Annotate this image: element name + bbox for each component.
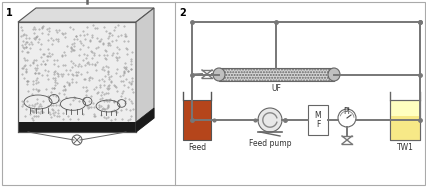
Bar bbox=[389, 116, 419, 140]
Polygon shape bbox=[136, 108, 154, 132]
Text: UF: UF bbox=[271, 84, 281, 93]
Circle shape bbox=[257, 108, 281, 132]
Ellipse shape bbox=[327, 68, 339, 81]
Bar bbox=[183, 100, 210, 140]
Bar bbox=[307, 105, 327, 135]
Polygon shape bbox=[18, 8, 154, 22]
Text: Feed: Feed bbox=[187, 143, 206, 152]
Circle shape bbox=[337, 109, 355, 127]
Text: TW1: TW1 bbox=[396, 143, 412, 152]
Bar bbox=[18, 22, 136, 132]
Text: F: F bbox=[315, 120, 320, 129]
Bar bbox=[389, 100, 419, 140]
Text: Feed pump: Feed pump bbox=[248, 139, 291, 148]
Bar bbox=[219, 68, 333, 81]
Polygon shape bbox=[136, 8, 154, 132]
Ellipse shape bbox=[213, 68, 225, 81]
Text: PI: PI bbox=[343, 107, 350, 116]
Text: 1: 1 bbox=[6, 8, 13, 18]
Bar bbox=[18, 122, 136, 132]
Text: 2: 2 bbox=[178, 8, 185, 18]
Bar bbox=[389, 100, 419, 140]
Text: M: M bbox=[314, 111, 320, 120]
